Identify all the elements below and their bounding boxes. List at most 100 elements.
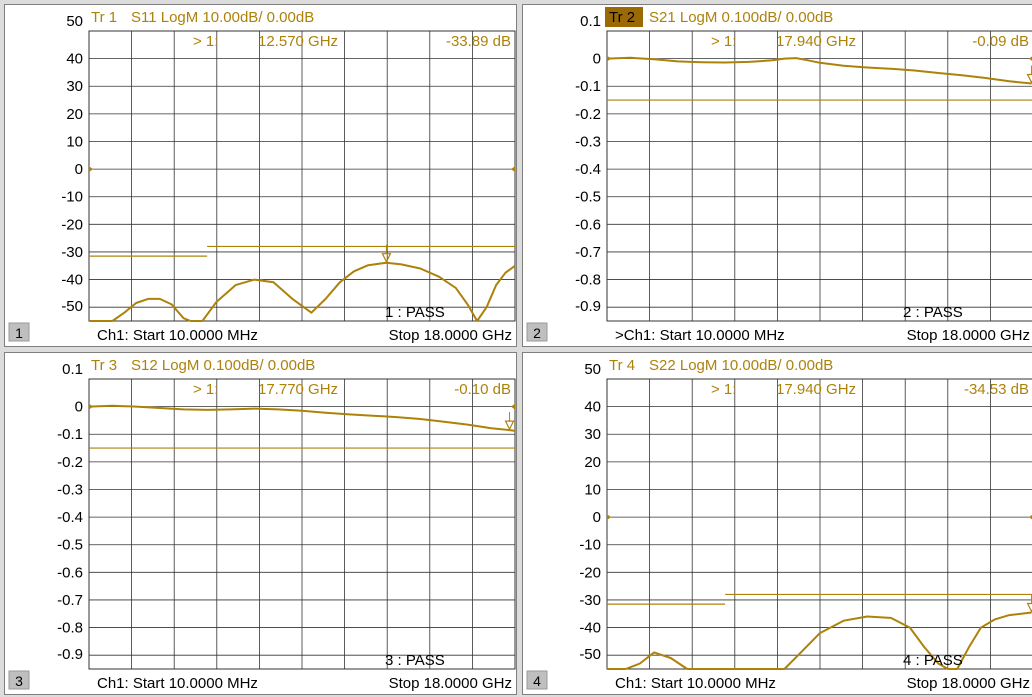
y-tick-label: -40 xyxy=(579,620,601,637)
y-tick-label: 0 xyxy=(75,161,83,178)
reference-level-arrow-right xyxy=(511,403,515,410)
y-tick-label: -0.5 xyxy=(575,189,601,206)
y-tick-label: -0.8 xyxy=(575,272,601,289)
trace-chart-2: 0.1 0 -0.1 -0.2 -0.3 -0.4 -0.5 -0.6 -0.7 -0.8 -0.9… xyxy=(526,7,1032,344)
marker-readout-frequency: 17.770 GHz xyxy=(258,381,338,398)
trace-chart-4: 50 40 30 20 10 0 -10 -20 -30 -40 -50 Tr 4 S22 LogM 1… xyxy=(526,357,1032,692)
y-tick-label: -10 xyxy=(61,189,83,206)
y-tick-label: -30 xyxy=(579,592,601,609)
reference-level-arrow-left xyxy=(89,166,93,173)
trace-chart-1: 50 40 30 20 10 0 -10 -20 -30 -40 -50 Tr 1 S11 LogM 1… xyxy=(8,9,516,344)
reference-level-arrow-right xyxy=(1029,514,1032,520)
y-tick-label: -40 xyxy=(61,272,83,289)
sweep-start-label: Ch1: Start 10.0000 MHz xyxy=(615,675,776,692)
sweep-stop-label: Stop 18.0000 GHz xyxy=(907,675,1030,692)
plot-area xyxy=(606,30,1032,322)
trace-window-4[interactable]: 50 40 30 20 10 0 -10 -20 -30 -40 -50 Tr 4 S22 LogM 1… xyxy=(522,352,1032,695)
marker-readout-prefix: > 1: xyxy=(193,33,218,50)
sweep-start-label: Ch1: Start 10.0000 MHz xyxy=(97,327,258,344)
trace-curve xyxy=(607,611,1032,670)
y-tick-label: -0.1 xyxy=(57,426,83,443)
marker-readout-frequency: 17.940 GHz xyxy=(776,381,856,398)
trace-label: Tr 1 xyxy=(91,9,117,26)
y-tick-label: -0.4 xyxy=(57,509,83,526)
trace-label: Tr 2 xyxy=(609,9,635,26)
trace-window-1[interactable]: 50 40 30 20 10 0 -10 -20 -30 -40 -50 Tr 1 S11 LogM 1… xyxy=(4,4,517,347)
y-tick-label: 30 xyxy=(66,78,83,95)
trace-window-2[interactable]: 0.1 0 -0.1 -0.2 -0.3 -0.4 -0.5 -0.6 -0.7 -0.8 -0.9… xyxy=(522,4,1032,347)
limit-test-result: 4 : PASS xyxy=(903,652,963,669)
y-tick-label: -0.3 xyxy=(57,481,83,498)
y-tick-label: 40 xyxy=(584,399,601,416)
limit-test-result: 2 : PASS xyxy=(903,304,963,321)
y-tick-label: -30 xyxy=(61,244,83,261)
marker-readout-prefix: > 1: xyxy=(711,33,736,50)
y-tick-label: 0.1 xyxy=(580,13,601,30)
channel-tab[interactable] xyxy=(8,322,30,342)
marker-readout-value: -33.89 dB xyxy=(446,33,511,50)
limit-test-result: 3 : PASS xyxy=(385,652,445,669)
y-tick-label: -0.9 xyxy=(575,298,601,315)
y-tick-label: 0.1 xyxy=(62,361,83,378)
y-tick-label: 50 xyxy=(66,13,83,30)
active-trace-highlight xyxy=(605,7,643,27)
sweep-stop-label: Stop 18.0000 GHz xyxy=(389,675,512,692)
sweep-stop-label: Stop 18.0000 GHz xyxy=(389,327,512,344)
channel-tab[interactable] xyxy=(526,670,548,690)
marker-readout-frequency: 12.570 GHz xyxy=(258,33,338,50)
plot-area xyxy=(606,378,1032,670)
y-tick-label: -0.7 xyxy=(575,244,601,261)
sweep-start-label: Ch1: Start 10.0000 MHz xyxy=(97,675,258,692)
sweep-stop-label: Stop 18.0000 GHz xyxy=(907,327,1030,344)
y-tick-label: 0 xyxy=(75,399,83,416)
y-tick-label: -0.7 xyxy=(57,592,83,609)
y-tick-label: -0.4 xyxy=(575,161,601,178)
marker-readout-prefix: > 1: xyxy=(711,381,736,398)
channel-tab[interactable] xyxy=(526,322,548,342)
trace-curve xyxy=(88,404,516,432)
trace-title: S12 LogM 0.100dB/ 0.00dB xyxy=(131,357,315,374)
reference-level-arrow-left xyxy=(607,514,611,521)
trace-window-3[interactable]: 0.1 0 -0.1 -0.2 -0.3 -0.4 -0.5 -0.6 -0.7 -0.8 -0.9… xyxy=(4,352,517,695)
trace-curve xyxy=(606,56,1032,85)
trace-curve xyxy=(89,261,516,322)
trace-chart-3: 0.1 0 -0.1 -0.2 -0.3 -0.4 -0.5 -0.6 -0.7 -0.8 -0.9… xyxy=(8,357,516,692)
y-tick-label: -20 xyxy=(579,564,601,581)
marker-readout-value: -34.53 dB xyxy=(964,381,1029,398)
y-tick-label: 20 xyxy=(66,106,83,123)
channel-tab[interactable] xyxy=(8,670,30,690)
y-tick-label: -20 xyxy=(61,216,83,233)
y-tick-label: 10 xyxy=(66,133,83,150)
y-tick-label: -50 xyxy=(579,646,601,663)
y-tick-label: -0.9 xyxy=(57,646,83,663)
marker-readout-value: -0.09 dB xyxy=(972,33,1029,50)
y-tick-label: -0.6 xyxy=(57,564,83,581)
y-tick-label: 40 xyxy=(66,51,83,68)
trace-title: S22 LogM 10.00dB/ 0.00dB xyxy=(649,357,833,374)
limit-test-result: 1 : PASS xyxy=(385,304,445,321)
trace-label: Tr 4 xyxy=(609,357,635,374)
marker-readout-prefix: > 1: xyxy=(193,381,218,398)
channel-tab-number: 2 xyxy=(533,325,541,341)
y-tick-label: -0.2 xyxy=(57,454,83,471)
y-tick-label: -0.2 xyxy=(575,106,601,123)
reference-level-arrow-right xyxy=(1029,56,1032,61)
trace-title: S11 LogM 10.00dB/ 0.00dB xyxy=(131,9,314,26)
channel-tab-number: 4 xyxy=(533,673,541,689)
marker-readout-value: -0.10 dB xyxy=(454,381,511,398)
y-tick-label: 0 xyxy=(593,51,601,68)
y-tick-label: 50 xyxy=(584,361,601,378)
trace-title: S21 LogM 0.100dB/ 0.00dB xyxy=(649,9,833,26)
y-tick-label: -0.6 xyxy=(575,216,601,233)
y-tick-label: 10 xyxy=(584,481,601,498)
sweep-start-label: >Ch1: Start 10.0000 MHz xyxy=(615,327,785,344)
y-tick-label: -0.1 xyxy=(575,78,601,95)
y-tick-label: -0.5 xyxy=(57,537,83,554)
y-tick-label: -0.8 xyxy=(57,620,83,637)
y-tick-label: -10 xyxy=(579,537,601,554)
y-tick-label: -0.3 xyxy=(575,133,601,150)
y-tick-label: 20 xyxy=(584,454,601,471)
trace-label: Tr 3 xyxy=(91,357,117,374)
marker-readout-frequency: 17.940 GHz xyxy=(776,33,856,50)
